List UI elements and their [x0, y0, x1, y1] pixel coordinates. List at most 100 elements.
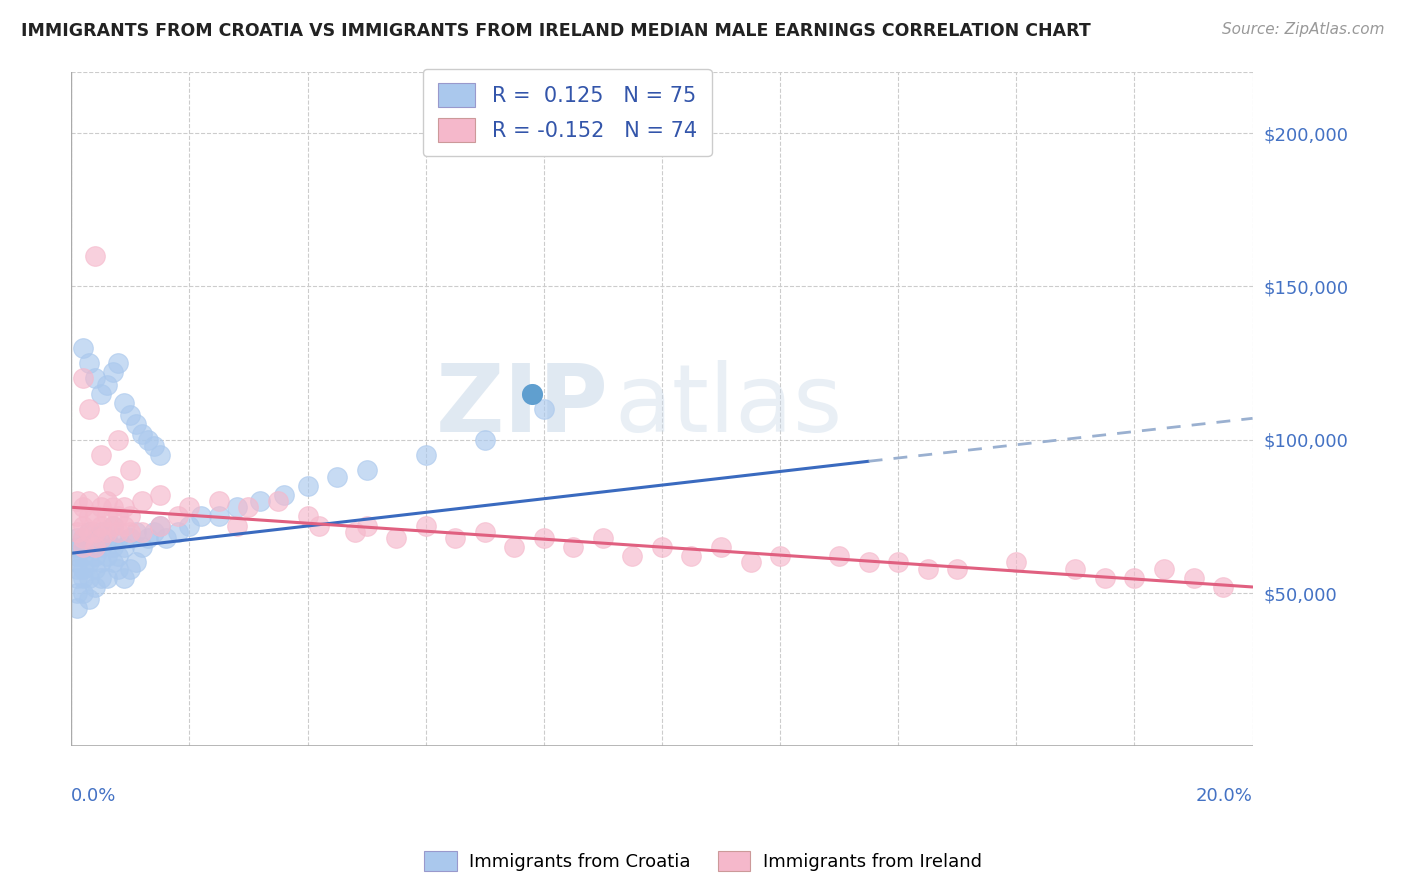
Point [72, 531, 94, 545]
Point [166, 509, 188, 524]
Point [190, 509, 212, 524]
Point [356, 518, 378, 533]
Point [267, 494, 290, 508]
Point [72, 531, 94, 545]
Point [238, 500, 260, 515]
Point [107, 561, 129, 575]
Point [96, 509, 118, 524]
Legend: Immigrants from Croatia, Immigrants from Ireland: Immigrants from Croatia, Immigrants from… [416, 844, 990, 879]
Point [1123, 571, 1146, 585]
Point [828, 549, 851, 564]
Text: Source: ZipAtlas.com: Source: ZipAtlas.com [1222, 22, 1385, 37]
Point [208, 494, 231, 508]
Point [83, 371, 105, 385]
Point [149, 488, 172, 502]
Text: atlas: atlas [614, 359, 844, 451]
Point [96, 377, 118, 392]
Point [72, 518, 94, 533]
Point [66, 549, 89, 564]
Point [72, 549, 94, 564]
Point [1064, 561, 1087, 575]
Point [326, 469, 349, 483]
Point [149, 518, 172, 533]
Text: ZIP: ZIP [436, 359, 609, 451]
Point [77, 524, 100, 539]
Point [72, 571, 94, 585]
Point [90, 540, 112, 554]
Point [710, 540, 733, 554]
Point [562, 540, 585, 554]
Point [136, 531, 159, 545]
Point [533, 531, 555, 545]
Point [90, 518, 112, 533]
Point [66, 601, 89, 615]
Point [96, 494, 118, 508]
Point [90, 448, 112, 462]
Point [112, 540, 135, 554]
Point [166, 524, 188, 539]
Point [66, 524, 89, 539]
Point [415, 448, 437, 462]
Point [101, 518, 124, 533]
Point [112, 396, 135, 410]
Point [520, 386, 543, 401]
Point [225, 518, 247, 533]
Point [66, 571, 89, 585]
Point [101, 518, 124, 533]
Point [83, 561, 105, 575]
Point [83, 509, 105, 524]
Point [1182, 571, 1205, 585]
Point [1005, 556, 1028, 570]
Point [101, 365, 124, 379]
Point [225, 500, 247, 515]
Point [308, 518, 330, 533]
Point [125, 524, 148, 539]
Point [651, 540, 673, 554]
Point [592, 531, 614, 545]
Point [179, 518, 201, 533]
Point [887, 556, 910, 570]
Point [249, 494, 271, 508]
Point [107, 509, 129, 524]
Point [946, 561, 969, 575]
Point [72, 540, 94, 554]
Point [120, 524, 142, 539]
Point [474, 524, 496, 539]
Point [107, 356, 129, 370]
Point [90, 500, 112, 515]
Point [101, 540, 124, 554]
Point [77, 524, 100, 539]
Point [90, 571, 112, 585]
Point [503, 540, 526, 554]
Point [72, 586, 94, 600]
Point [125, 417, 148, 432]
Point [917, 561, 939, 575]
Point [66, 556, 89, 570]
Point [149, 448, 172, 462]
Point [77, 592, 100, 607]
Point [96, 571, 118, 585]
Point [107, 433, 129, 447]
Point [120, 509, 142, 524]
Point [66, 531, 89, 545]
Point [83, 549, 105, 564]
Text: 20.0%: 20.0% [1195, 787, 1253, 805]
Point [83, 249, 105, 263]
Point [681, 549, 703, 564]
Point [444, 531, 467, 545]
Point [66, 540, 89, 554]
Point [131, 426, 153, 441]
Point [107, 524, 129, 539]
Point [297, 479, 319, 493]
Point [142, 439, 165, 453]
Point [533, 402, 555, 417]
Point [77, 402, 100, 417]
Point [77, 540, 100, 554]
Point [77, 494, 100, 508]
Point [131, 524, 153, 539]
Point [101, 500, 124, 515]
Point [179, 500, 201, 515]
Point [83, 540, 105, 554]
Point [101, 556, 124, 570]
Point [66, 561, 89, 575]
